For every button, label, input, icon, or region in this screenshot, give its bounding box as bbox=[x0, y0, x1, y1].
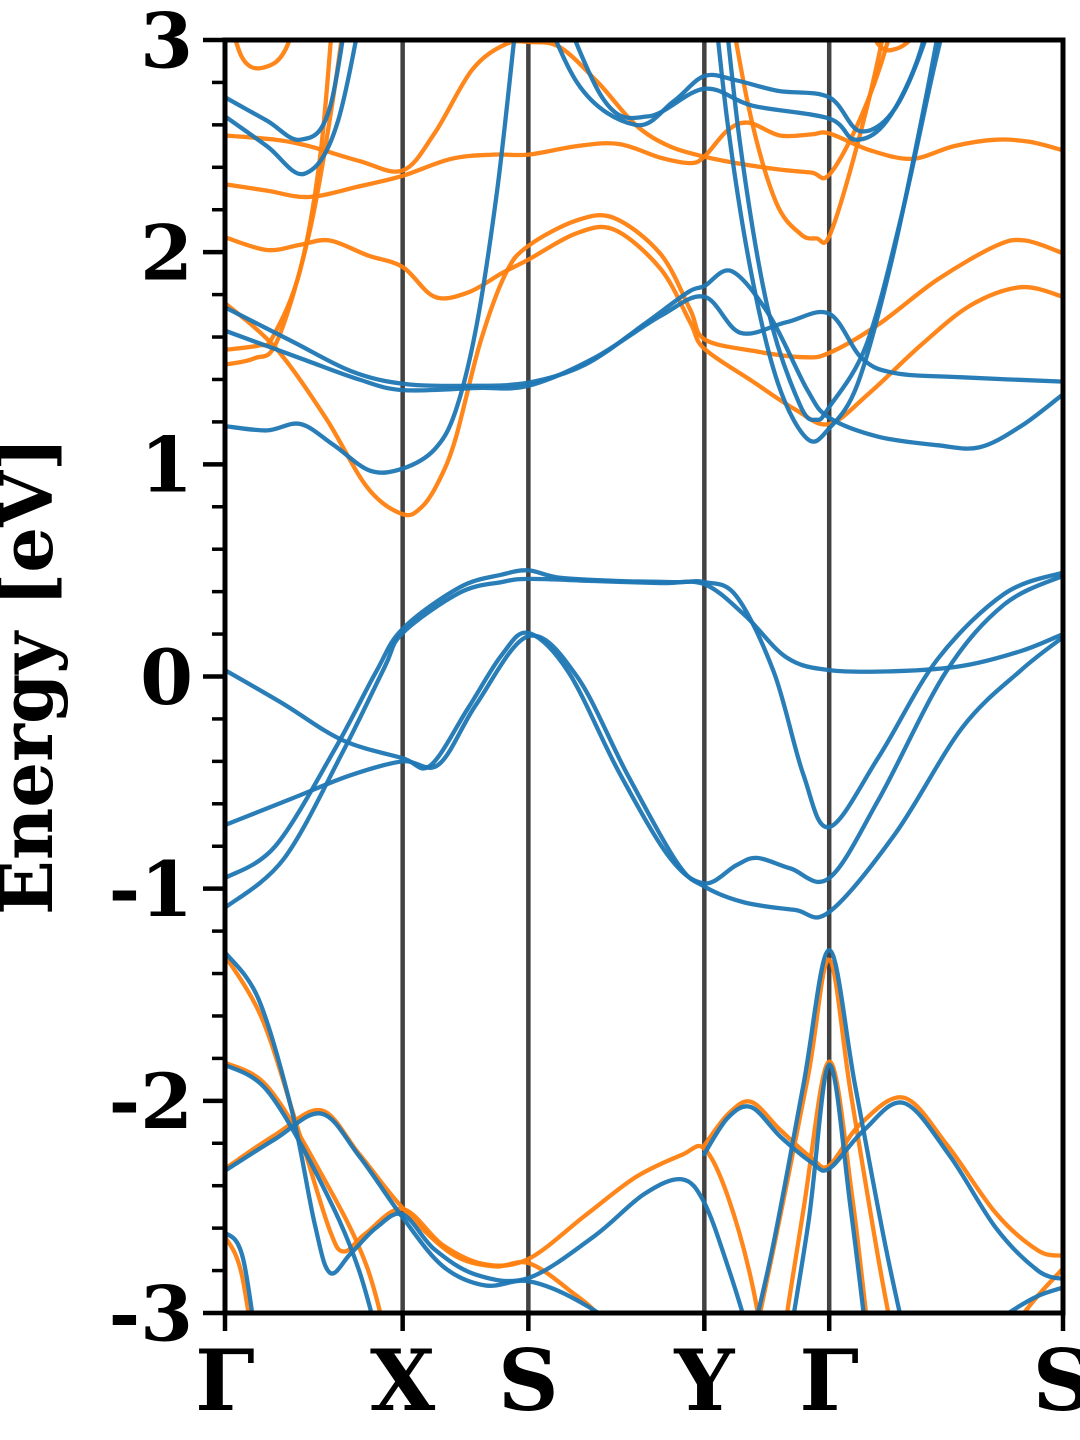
band-curves bbox=[225, 40, 1063, 1313]
blue-band-6 bbox=[225, 294, 1063, 393]
x-tick-label-Γ: Γ bbox=[195, 1331, 255, 1430]
y-tick-label: -2 bbox=[109, 1057, 193, 1146]
orange-band-15 bbox=[784, 1059, 869, 1313]
symmetry-lines bbox=[400, 40, 832, 1313]
blue-band-11 bbox=[225, 633, 1063, 920]
blue-band-10 bbox=[225, 573, 1063, 886]
orange-band-7 bbox=[225, 40, 344, 367]
blue-band-13 bbox=[225, 576, 1063, 910]
blue-band-7 bbox=[225, 40, 517, 475]
y-tick-label: 1 bbox=[140, 421, 193, 510]
blue-band-9 bbox=[725, 40, 943, 423]
orange-band-9 bbox=[873, 40, 913, 53]
y-tick-label: -1 bbox=[109, 845, 193, 934]
y-axis-title: Energy [eV] bbox=[0, 437, 69, 915]
orange-band-11 bbox=[225, 1060, 383, 1313]
x-tick-label-Y: Y bbox=[673, 1331, 735, 1430]
orange-band-13 bbox=[225, 1234, 251, 1313]
blue-band-12 bbox=[225, 568, 1063, 881]
blue-band-14 bbox=[225, 950, 745, 1313]
blue-band-15 bbox=[225, 1062, 374, 1313]
x-tick-label-S: S bbox=[498, 1331, 559, 1430]
plot-frame bbox=[222, 37, 1066, 1316]
y-tick-label: 3 bbox=[140, 0, 193, 85]
blue-band-1 bbox=[225, 40, 345, 142]
blue-band-17 bbox=[225, 1230, 255, 1313]
blue-band-20 bbox=[702, 1100, 1063, 1282]
orange-band-1 bbox=[233, 40, 292, 71]
y-tick-label: -3 bbox=[109, 1269, 193, 1358]
y-tick-label: 0 bbox=[140, 633, 193, 722]
x-tick-label-X: X bbox=[370, 1331, 436, 1430]
orange-band-8 bbox=[733, 40, 885, 245]
orange-band-17 bbox=[762, 1310, 769, 1313]
x-tick-label-Γ: Γ bbox=[799, 1331, 859, 1430]
x-tick-label-S: S bbox=[1033, 1331, 1080, 1430]
axis-ticks bbox=[203, 37, 1066, 1331]
blue-band-4 bbox=[572, 40, 926, 142]
blue-band-19 bbox=[791, 1062, 866, 1313]
orange-band-2 bbox=[225, 40, 891, 181]
blue-band-18 bbox=[755, 948, 902, 1313]
blue-band-16 bbox=[225, 1111, 602, 1313]
orange-band-12 bbox=[225, 1107, 599, 1313]
y-tick-label: 2 bbox=[140, 209, 193, 298]
blue-band-2 bbox=[225, 40, 359, 177]
y-tick-labels: 3 2 1 0 -1 -2 -3 bbox=[109, 0, 193, 1358]
orange-band-5 bbox=[225, 213, 1063, 518]
blue-band-21 bbox=[1004, 1285, 1063, 1313]
blue-band-5 bbox=[225, 268, 1063, 451]
orange-band-16 bbox=[702, 1095, 1063, 1258]
